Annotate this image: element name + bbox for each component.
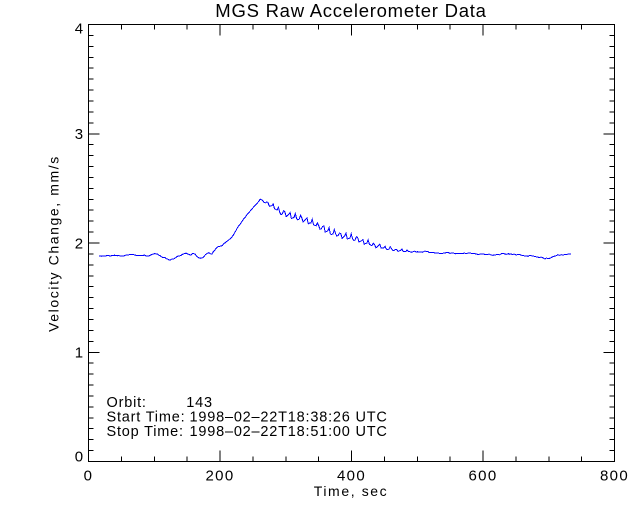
svg-text:800: 800	[600, 468, 629, 485]
svg-text:Stop Time:: Stop Time:	[107, 424, 184, 440]
svg-text:3: 3	[75, 126, 85, 143]
svg-text:600: 600	[468, 468, 497, 485]
svg-text:Velocity Change, mm/s: Velocity Change, mm/s	[46, 155, 62, 332]
svg-text:143: 143	[186, 395, 213, 411]
svg-text:400: 400	[337, 468, 366, 485]
svg-text:200: 200	[205, 468, 234, 485]
svg-text:1998–02–22T18:38:26 UTC: 1998–02–22T18:38:26 UTC	[190, 410, 388, 426]
svg-text:Time, sec: Time, sec	[314, 483, 389, 499]
svg-text:0: 0	[84, 468, 94, 485]
svg-text:Orbit:: Orbit:	[107, 395, 147, 411]
svg-text:Start Time:: Start Time:	[107, 410, 186, 426]
svg-text:1998–02–22T18:51:00 UTC: 1998–02–22T18:51:00 UTC	[190, 424, 388, 440]
svg-text:4: 4	[75, 20, 85, 37]
svg-text:0: 0	[75, 449, 85, 466]
svg-text:2: 2	[75, 235, 85, 252]
svg-text:1: 1	[75, 344, 85, 361]
svg-text:MGS Raw Accelerometer Data: MGS Raw Accelerometer Data	[215, 0, 486, 21]
